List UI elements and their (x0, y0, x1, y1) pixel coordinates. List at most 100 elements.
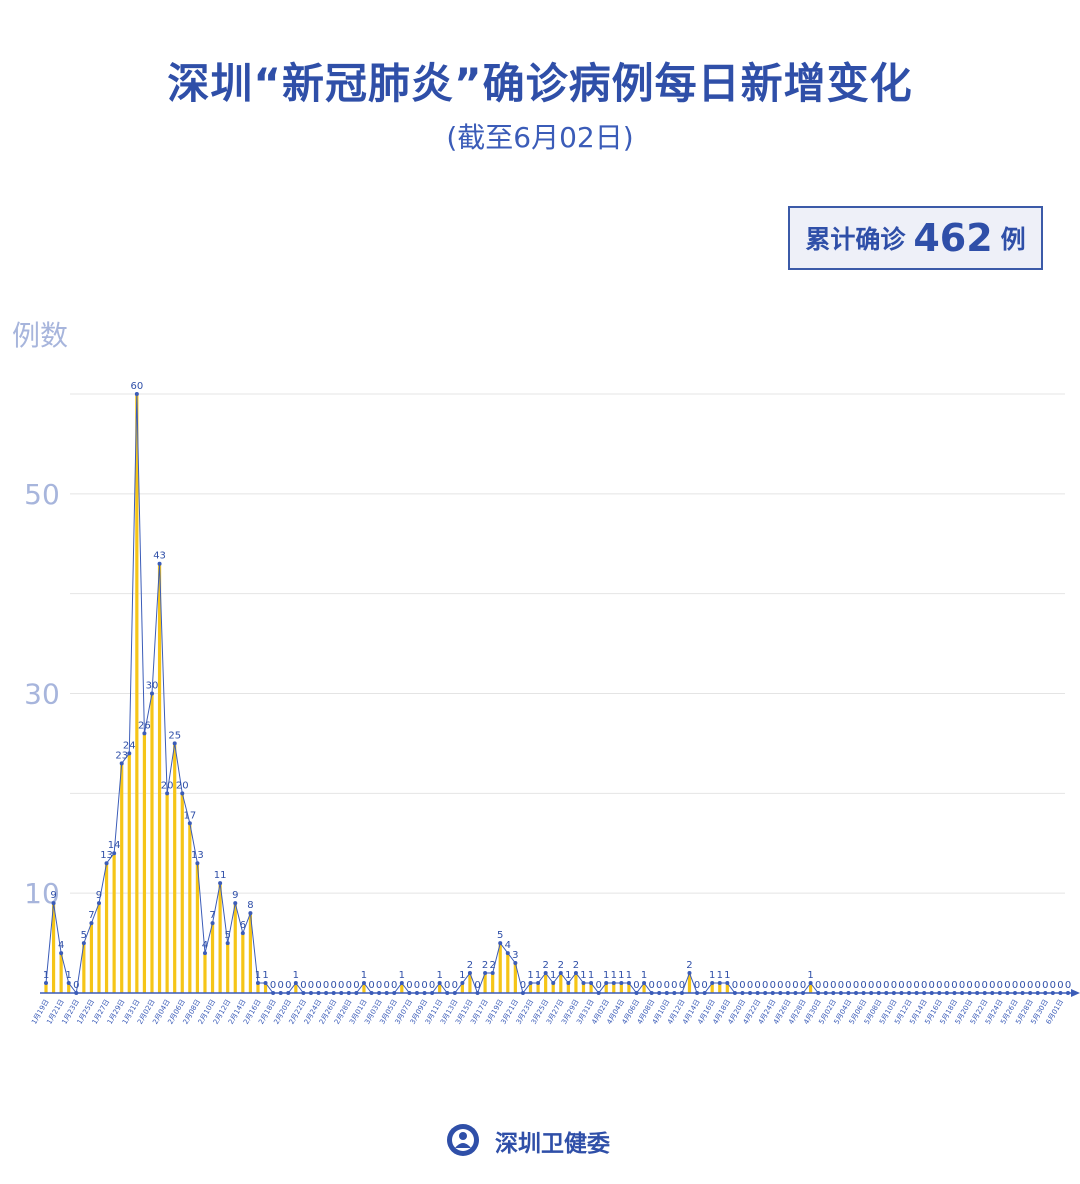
point (127, 751, 132, 756)
data-label: 1 (717, 970, 723, 981)
data-label: 0 (285, 980, 291, 991)
data-label: 5 (225, 930, 231, 941)
bar (438, 983, 442, 993)
data-label: 20 (176, 780, 189, 791)
data-label: 0 (898, 980, 904, 991)
data-label: 0 (421, 980, 427, 991)
point (1066, 991, 1070, 995)
data-label: 0 (429, 980, 435, 991)
data-label: 0 (671, 980, 677, 991)
point (81, 941, 86, 946)
point (960, 991, 965, 995)
data-label: 0 (444, 980, 450, 991)
data-label: 0 (739, 980, 745, 991)
data-label: 0 (982, 980, 988, 991)
data-label: 2 (542, 960, 548, 971)
point (816, 991, 821, 995)
point (846, 991, 851, 995)
data-label: 1 (293, 970, 299, 981)
bar (226, 943, 230, 993)
bar (581, 983, 586, 993)
data-label: 1 (603, 970, 609, 981)
point (975, 991, 980, 995)
data-label: 43 (153, 551, 166, 562)
bar (460, 983, 464, 993)
point (1050, 991, 1055, 995)
data-label: 13 (191, 850, 204, 861)
point (66, 981, 71, 986)
data-label: 1 (641, 970, 647, 981)
point (202, 951, 207, 956)
point (240, 931, 245, 936)
bar (559, 973, 563, 993)
point (763, 991, 768, 995)
point (89, 921, 94, 926)
point (1035, 991, 1040, 995)
point (785, 991, 790, 995)
bar (165, 793, 169, 993)
bar (233, 903, 237, 993)
bar (468, 973, 472, 993)
bar (809, 983, 813, 993)
point (657, 991, 662, 995)
point (664, 991, 669, 995)
point (467, 971, 472, 976)
point (778, 991, 783, 995)
data-label: 17 (183, 810, 196, 821)
point (316, 991, 321, 995)
point (1058, 991, 1063, 995)
point (649, 991, 654, 995)
point (225, 941, 230, 946)
point (854, 991, 859, 995)
point (104, 861, 109, 866)
data-label: 0 (966, 980, 972, 991)
point (44, 981, 48, 986)
data-label: 0 (747, 980, 753, 991)
point (324, 991, 329, 995)
point (286, 991, 291, 995)
point (725, 981, 730, 986)
point (112, 851, 117, 856)
data-label: 0 (800, 980, 806, 991)
point (596, 991, 601, 995)
point (354, 991, 359, 995)
data-label: 0 (520, 980, 526, 991)
bar (173, 743, 177, 993)
data-label: 0 (330, 980, 336, 991)
point (346, 991, 351, 995)
point (626, 981, 631, 986)
summary-suffix: 例 (1000, 225, 1026, 254)
point (142, 731, 147, 736)
point (384, 991, 389, 995)
logo-head (459, 1132, 467, 1140)
data-label: 1 (66, 970, 72, 981)
bar (135, 394, 139, 993)
bar (210, 923, 215, 993)
data-label: 0 (414, 980, 420, 991)
data-label: 0 (853, 980, 859, 991)
point (331, 991, 336, 995)
data-label: 0 (406, 980, 412, 991)
point (134, 392, 139, 396)
point (460, 981, 465, 986)
bar (642, 983, 646, 993)
data-label: 0 (308, 980, 314, 991)
line (45, 393, 1068, 995)
point (452, 991, 457, 995)
point (157, 561, 162, 566)
data-label: 13 (100, 850, 113, 861)
bar (256, 983, 260, 993)
data-label: 1 (588, 970, 594, 981)
point (717, 981, 722, 986)
data-label: 0 (823, 980, 829, 991)
data-label: 0 (1012, 980, 1018, 991)
point (536, 981, 541, 986)
bar (203, 953, 207, 993)
point (672, 991, 677, 995)
point (611, 981, 616, 986)
bar (536, 983, 540, 993)
point (528, 981, 533, 986)
bar (248, 913, 252, 993)
data-label: 25 (168, 730, 181, 741)
data-label: 0 (762, 980, 768, 991)
